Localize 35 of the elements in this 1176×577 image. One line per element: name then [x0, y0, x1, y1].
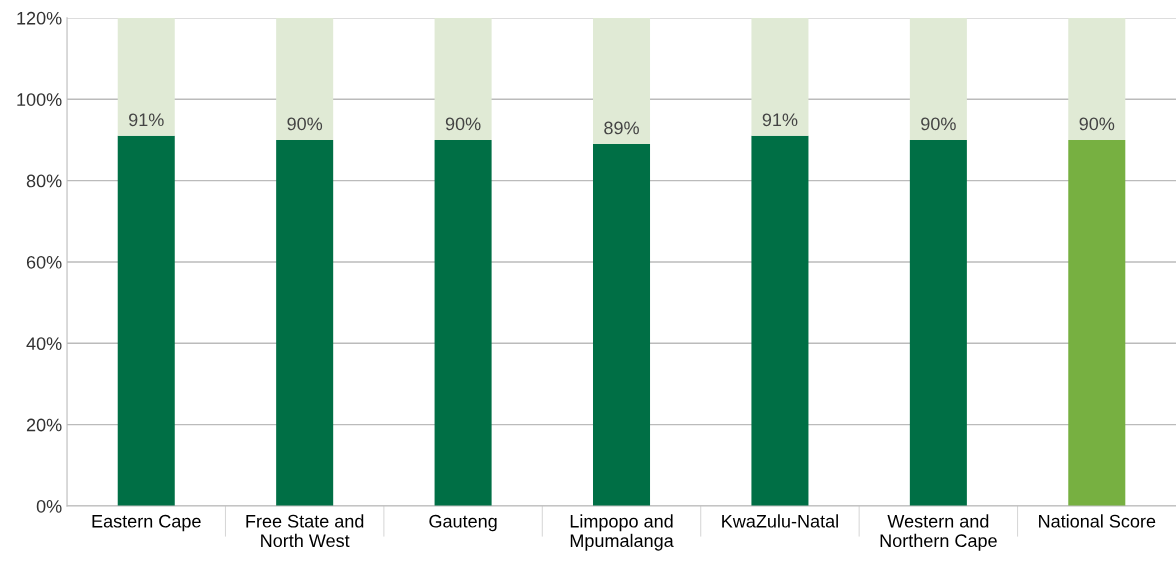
bar — [434, 17, 492, 140]
bar — [909, 17, 967, 140]
bar — [751, 135, 809, 507]
data-label: 90% — [287, 117, 323, 131]
data-label: 91% — [762, 113, 798, 127]
x-tick-label: Western and Northern Cape — [880, 514, 997, 551]
bar — [751, 17, 809, 136]
data-label: 90% — [1079, 117, 1115, 131]
y-tick-label: 40% — [26, 337, 62, 351]
y-tick-label: 20% — [26, 418, 62, 432]
x-tick-label: National Score — [1039, 514, 1156, 528]
bar — [593, 17, 651, 144]
data-label: 89% — [604, 121, 639, 135]
bar — [276, 17, 334, 140]
data-label: 90% — [445, 117, 481, 131]
y-tick-label: 0% — [36, 499, 62, 513]
y-tick-label: 120% — [17, 11, 62, 25]
y-tick-label: 100% — [17, 93, 62, 106]
bar — [117, 135, 175, 507]
bar — [276, 139, 334, 507]
data-label: 90% — [921, 117, 956, 131]
y-tick-label: 80% — [26, 174, 62, 188]
bar — [909, 139, 967, 507]
bar — [1068, 139, 1126, 507]
x-tick-label: Eastern Cape — [92, 514, 201, 532]
bar — [593, 143, 651, 507]
x-tick-label: Free State and North West — [246, 514, 364, 548]
x-tick-label: KwaZulu-Natal — [722, 514, 838, 528]
x-tick-label: Gauteng — [429, 514, 497, 532]
bar — [117, 17, 175, 136]
bar — [1068, 17, 1126, 140]
x-tick-label: Limpopo and Mpumalanga — [570, 514, 674, 551]
y-tick-label: 60% — [26, 255, 62, 269]
data-label: 91% — [129, 113, 164, 127]
bar — [434, 139, 492, 507]
